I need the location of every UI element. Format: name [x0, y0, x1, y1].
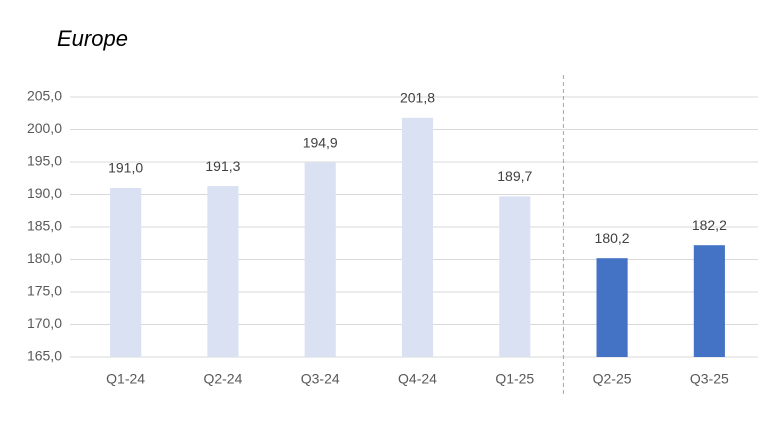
bar — [499, 196, 531, 357]
y-tick-label: 185,0 — [27, 218, 62, 234]
y-tick-label: 180,0 — [27, 250, 62, 266]
bar — [401, 117, 434, 357]
bar — [304, 162, 336, 357]
bar — [110, 188, 142, 357]
x-tick-label: Q3-24 — [301, 371, 340, 387]
value-label: 201,8 — [400, 90, 435, 106]
y-tick-label: 205,0 — [27, 88, 62, 104]
value-label: 191,3 — [205, 158, 240, 174]
chart-title: Europe — [57, 26, 128, 51]
y-tick-label: 200,0 — [27, 120, 62, 136]
x-tick-label: Q1-25 — [495, 371, 534, 387]
x-tick-label: Q3-25 — [690, 371, 729, 387]
value-label: 191,0 — [108, 160, 143, 176]
value-label: 189,7 — [497, 168, 532, 184]
x-tick-label: Q2-25 — [593, 371, 632, 387]
value-label: 180,2 — [595, 230, 630, 246]
x-tick-label: Q2-24 — [203, 371, 242, 387]
y-tick-label: 165,0 — [27, 348, 62, 364]
bar — [207, 186, 239, 357]
y-tick-label: 175,0 — [27, 283, 62, 299]
x-tick-label: Q4-24 — [398, 371, 437, 387]
bar — [693, 245, 725, 357]
y-tick-label: 195,0 — [27, 153, 62, 169]
y-tick-label: 170,0 — [27, 315, 62, 331]
value-label: 182,2 — [692, 217, 727, 233]
x-tick-label: Q1-24 — [106, 371, 145, 387]
y-tick-label: 190,0 — [27, 185, 62, 201]
bar — [596, 258, 628, 357]
value-label: 194,9 — [303, 134, 338, 150]
